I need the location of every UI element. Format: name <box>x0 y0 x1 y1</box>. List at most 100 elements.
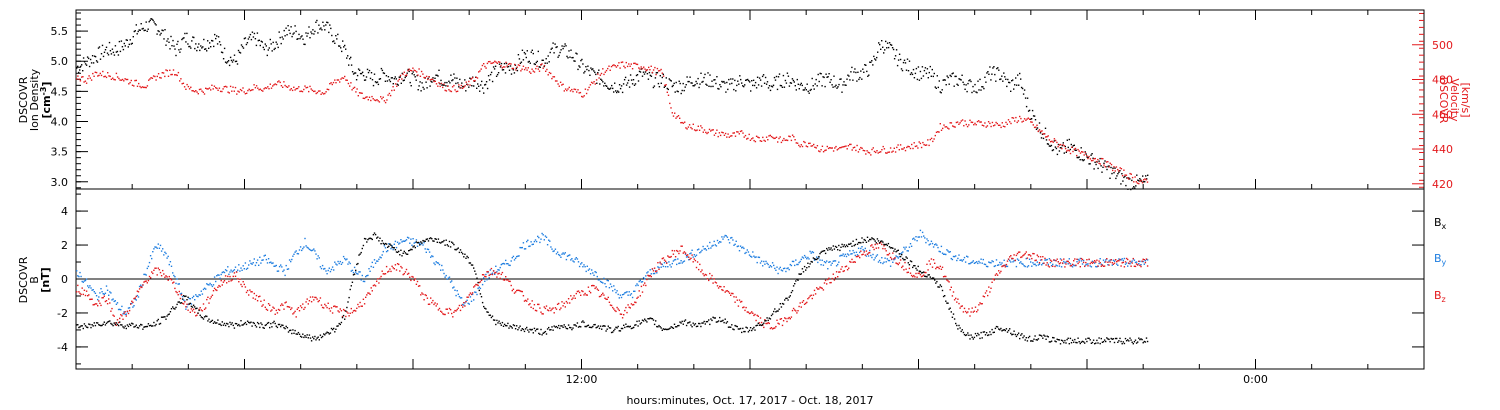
bx-point <box>682 323 684 325</box>
density-point <box>84 63 87 65</box>
bx-point <box>1054 340 1056 342</box>
by-point <box>562 252 564 254</box>
bx-point <box>188 303 190 305</box>
by-point <box>1038 263 1041 265</box>
bx-point <box>906 257 908 259</box>
bx-point <box>946 302 948 304</box>
density-point <box>278 31 280 33</box>
density-point <box>702 80 704 83</box>
by-point <box>110 292 112 294</box>
density-point <box>439 83 441 85</box>
by-point <box>371 261 373 264</box>
density-point <box>843 81 845 83</box>
velocity-point <box>566 89 568 92</box>
bx-point <box>487 311 489 313</box>
bx-point <box>340 321 343 324</box>
by-point <box>978 260 980 263</box>
bz-point <box>1047 265 1049 267</box>
bz-point <box>89 298 91 301</box>
by-point <box>123 311 125 313</box>
bx-point <box>509 325 511 327</box>
density-point <box>224 61 227 63</box>
bz-point <box>527 298 529 300</box>
density-point <box>817 73 819 76</box>
bz-point <box>926 263 928 265</box>
bx-point <box>514 328 517 330</box>
bx-point <box>141 324 143 326</box>
bx-point <box>572 327 574 329</box>
bz-point <box>839 271 841 273</box>
bz-point <box>649 274 651 277</box>
density-point <box>343 46 345 48</box>
density-point <box>401 72 403 75</box>
density-point <box>899 58 902 61</box>
density-point <box>238 51 241 53</box>
bx-point <box>754 329 756 331</box>
by-point <box>558 253 560 256</box>
by-point <box>544 235 547 237</box>
bx-point <box>558 324 560 327</box>
bx-point <box>743 330 745 333</box>
density-point <box>1055 147 1058 150</box>
bx-point <box>226 322 228 325</box>
density-point <box>363 79 366 81</box>
bz-point <box>377 278 379 280</box>
bz-point <box>1056 258 1058 260</box>
velocity-point <box>726 136 728 138</box>
by-point <box>695 254 698 256</box>
bz-point <box>709 272 711 275</box>
density-point <box>790 82 793 84</box>
velocity-point <box>207 88 209 90</box>
bz-point <box>309 296 312 298</box>
bz-point <box>994 274 997 276</box>
density-point <box>696 82 698 85</box>
bx-point <box>1005 328 1008 330</box>
bz-point <box>453 311 455 313</box>
velocity-point <box>455 90 458 93</box>
bx-point <box>287 331 290 333</box>
bz-point <box>650 275 652 278</box>
by-point <box>949 251 951 253</box>
velocity-point <box>914 145 917 148</box>
bz-point <box>456 308 458 311</box>
bx-point <box>502 325 505 327</box>
bz-point <box>983 296 986 298</box>
velocity-point <box>805 145 807 147</box>
bx-point <box>709 323 711 326</box>
by-point <box>859 251 861 254</box>
velocity-point <box>181 83 183 85</box>
velocity-point <box>784 139 786 141</box>
density-point <box>277 46 279 49</box>
by-point <box>1125 262 1128 264</box>
bx-point <box>1033 338 1035 340</box>
by-point <box>415 239 418 241</box>
bz-point <box>1144 261 1147 264</box>
velocity-point <box>552 76 554 78</box>
velocity-point <box>1035 126 1037 128</box>
bx-point <box>681 320 683 323</box>
bz-point <box>889 256 892 259</box>
density-point <box>905 69 908 71</box>
bx-point <box>578 325 581 328</box>
velocity-point <box>465 81 467 83</box>
density-point <box>351 71 354 73</box>
density-point <box>957 84 959 86</box>
velocity-point <box>928 144 930 147</box>
by-point <box>283 269 285 271</box>
bx-point <box>541 334 543 336</box>
by-point <box>692 256 694 258</box>
density-point <box>975 91 977 93</box>
density-point <box>923 69 926 72</box>
bx-point <box>128 323 131 325</box>
bz-point <box>796 312 798 314</box>
velocity-point <box>736 131 738 133</box>
by-point <box>203 287 206 289</box>
bz-point <box>430 297 432 299</box>
by-point <box>757 256 759 258</box>
by-point <box>909 243 912 245</box>
by-point <box>385 250 388 253</box>
by-point <box>460 297 463 299</box>
by-point <box>842 253 844 255</box>
by-point <box>1058 265 1061 267</box>
density-point <box>300 36 302 38</box>
